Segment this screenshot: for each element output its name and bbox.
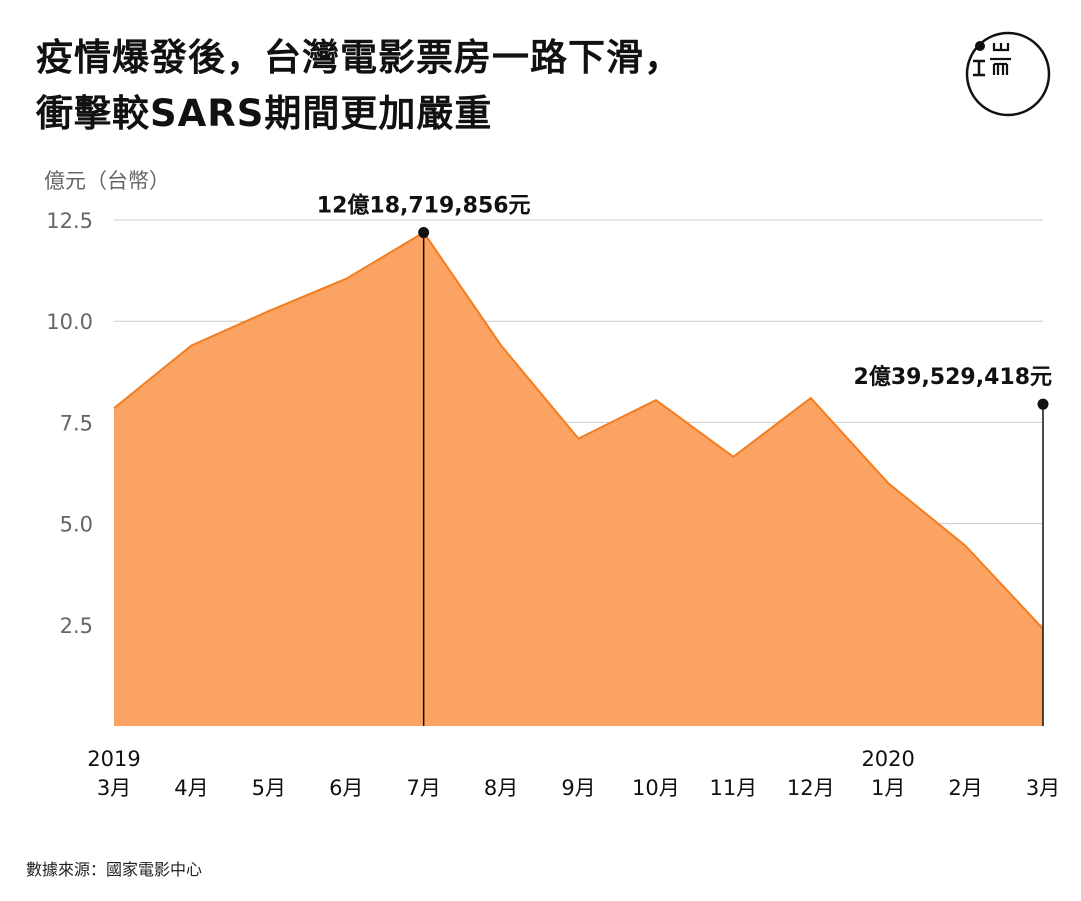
y-tick-label: 5.0	[60, 513, 93, 537]
annotation-marker	[1037, 398, 1049, 410]
series-line	[113, 231, 1044, 630]
chart-title: 疫情爆發後，台灣電影票房一路下滑， 衝擊較SARS期間更加嚴重	[36, 30, 682, 142]
x-tick-label: 5月	[252, 776, 286, 800]
y-tick-label: 2.5	[60, 614, 93, 638]
year-label: 2020	[861, 747, 914, 771]
x-tick-label: 1月	[871, 776, 905, 800]
y-tick-label: 10.0	[46, 310, 93, 334]
annotations: 12億18,719,856元 2億39,529,418元	[317, 193, 1052, 726]
annotation-marker	[418, 227, 430, 239]
x-tick-label: 10月	[632, 776, 680, 800]
data-source: 數據來源：國家電影中心	[26, 860, 203, 879]
annotation-label: 12億18,719,856元	[317, 193, 531, 219]
annotation-label: 2億39,529,418元	[854, 364, 1052, 390]
y-tick-label: 12.5	[46, 209, 93, 233]
y-tick-label: 7.5	[60, 411, 93, 435]
x-tick-label: 9月	[561, 776, 595, 800]
y-axis-label: 億元（台幣）	[44, 169, 170, 193]
x-tick-label: 3月	[97, 776, 131, 800]
series-area	[113, 231, 1044, 726]
x-tick-label: 12月	[787, 776, 835, 800]
brand-logo-icon	[965, 31, 1051, 117]
x-tick-label: 8月	[484, 776, 518, 800]
title-line-1: 疫情爆發後，台灣電影票房一路下滑，	[36, 36, 682, 79]
x-tick-labels: 3月 4月 5月 6月 7月 8月 9月 10月 11月 12月 1月 2月 3月 2019 2020	[87, 747, 1060, 800]
x-tick-label: 2月	[948, 776, 982, 800]
title-line-2: 衝擊較SARS期間更加嚴重	[36, 92, 493, 135]
area-fill	[114, 232, 1043, 726]
y-tick-labels: 2.5 5.0 7.5 10.0 12.5	[46, 209, 93, 638]
year-label: 2019	[87, 747, 140, 771]
x-tick-label: 3月	[1026, 776, 1060, 800]
x-tick-label: 7月	[406, 776, 440, 800]
x-tick-label: 6月	[329, 776, 363, 800]
x-tick-label: 4月	[174, 776, 208, 800]
x-tick-label: 11月	[709, 776, 757, 800]
